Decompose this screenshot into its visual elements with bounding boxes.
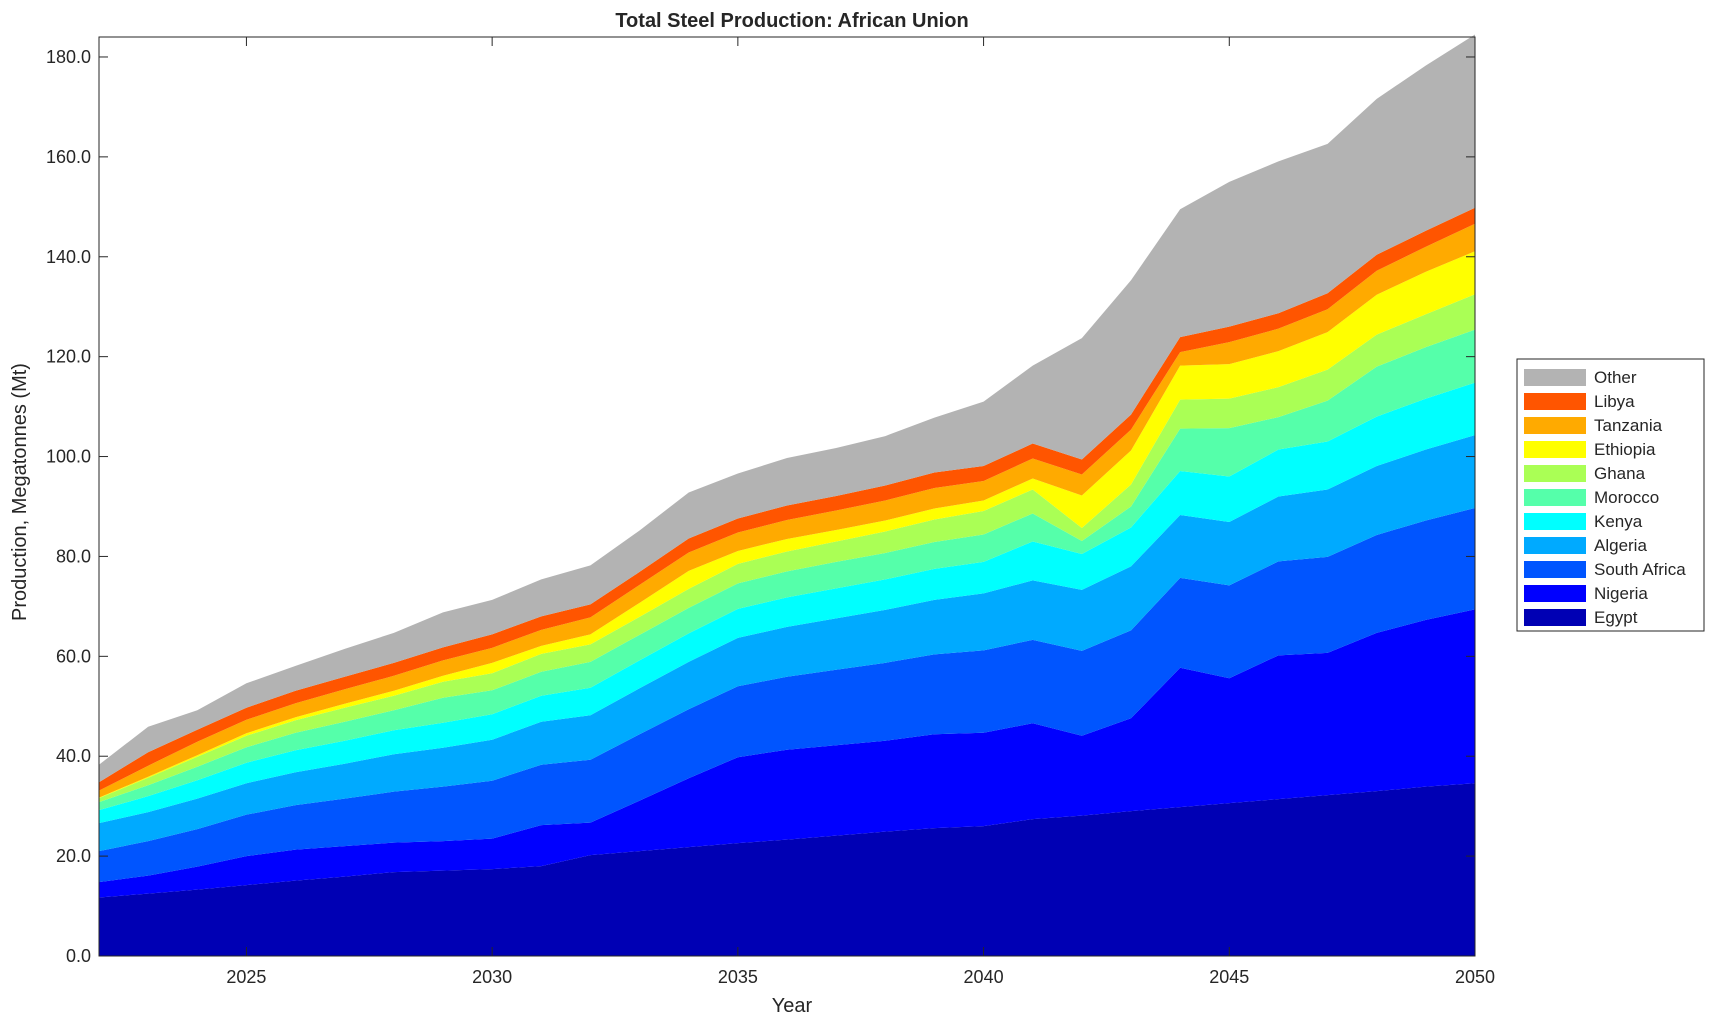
legend-swatch-egypt xyxy=(1524,609,1586,626)
legend-label: Ethiopia xyxy=(1594,440,1656,459)
area-kenya xyxy=(99,382,1475,824)
legend-label: Tanzania xyxy=(1594,416,1663,435)
legend-label: Nigeria xyxy=(1594,584,1648,603)
y-tick-label: 0.0 xyxy=(66,946,91,966)
ticks-layer: 2025 2030 2035 2040 2045 2050 0.0 20.0 40.0 60.0 8… xyxy=(46,37,1495,987)
y-tick-label: 160.0 xyxy=(46,147,91,167)
plot-frame xyxy=(98,36,1476,957)
axes-layer xyxy=(98,36,1476,957)
area-algeria xyxy=(99,435,1475,852)
legend-swatch-algeria xyxy=(1524,537,1586,554)
legend: Other Libya Tanzania Ethiopia Ghana Morocco Ke… xyxy=(1516,358,1705,632)
chart-title: Total Steel Production: African Union xyxy=(615,10,968,32)
y-tick-label: 40.0 xyxy=(56,746,91,766)
legend-swatch-tanzania xyxy=(1524,417,1586,434)
x-tick-label: 2025 xyxy=(226,967,266,987)
legend-label: Other xyxy=(1594,368,1637,387)
legend-label: Ghana xyxy=(1594,464,1646,483)
legend-swatch-other xyxy=(1524,369,1586,386)
legend-label: Algeria xyxy=(1594,536,1647,555)
legend-label: Morocco xyxy=(1594,488,1659,507)
x-axis-label: Year xyxy=(772,995,813,1017)
legend-swatch-ethiopia xyxy=(1524,441,1586,458)
legend-swatch-libya xyxy=(1524,393,1586,410)
x-tick-label: 2035 xyxy=(718,967,758,987)
areas-layer xyxy=(99,34,1475,956)
legend-swatch-south-africa xyxy=(1524,561,1586,578)
legend-swatch-nigeria xyxy=(1524,585,1586,602)
y-tick-label: 80.0 xyxy=(56,546,91,566)
y-tick-label: 180.0 xyxy=(46,47,91,67)
y-tick-label: 60.0 xyxy=(56,646,91,666)
legend-label: Kenya xyxy=(1594,512,1643,531)
y-tick-label: 120.0 xyxy=(46,347,91,367)
legend-label: South Africa xyxy=(1594,560,1686,579)
area-south-africa xyxy=(99,507,1475,883)
area-morocco xyxy=(99,329,1475,811)
legend-label: Egypt xyxy=(1594,608,1638,627)
x-tick-label: 2040 xyxy=(964,967,1004,987)
legend-swatch-kenya xyxy=(1524,513,1586,530)
x-tick-label: 2045 xyxy=(1209,967,1249,987)
area-nigeria xyxy=(99,609,1475,898)
legend-swatch-morocco xyxy=(1524,489,1586,506)
area-egypt xyxy=(99,783,1475,956)
y-tick-label: 140.0 xyxy=(46,247,91,267)
y-tick-label: 20.0 xyxy=(56,846,91,866)
x-tick-label: 2030 xyxy=(472,967,512,987)
y-axis-label: Production, Megatonnes (Mt) xyxy=(9,363,31,621)
legend-swatch-ghana xyxy=(1524,465,1586,482)
area-other xyxy=(99,34,1475,783)
legend-label: Libya xyxy=(1594,392,1635,411)
x-tick-label: 2050 xyxy=(1455,967,1495,987)
y-tick-label: 100.0 xyxy=(46,447,91,467)
